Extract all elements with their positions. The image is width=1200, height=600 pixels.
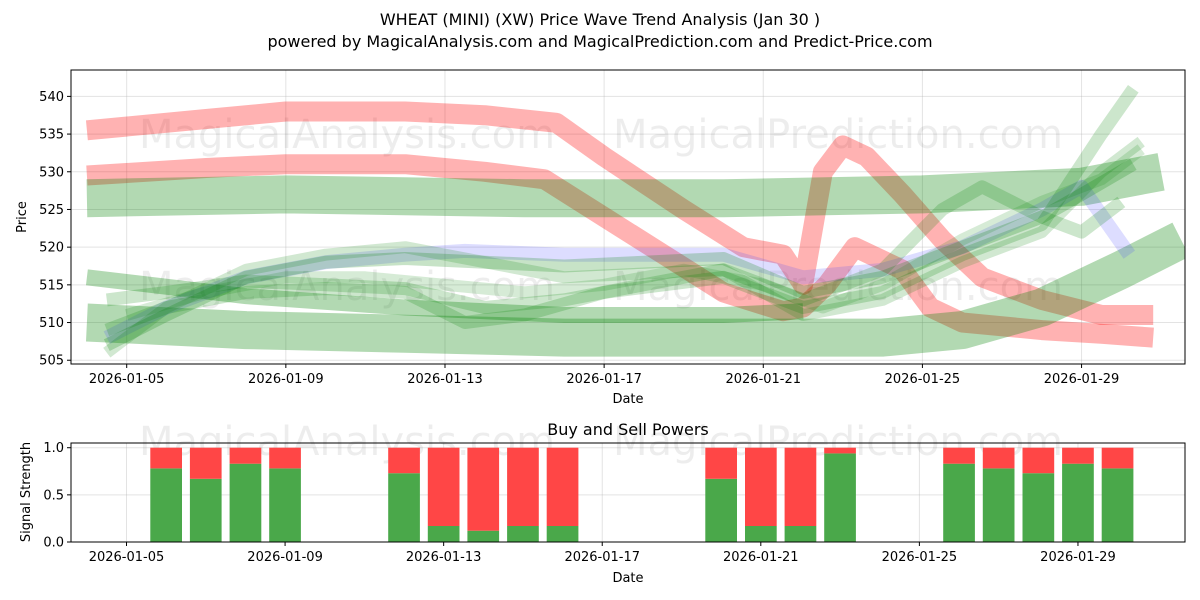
price-x-tick-label: 2026-01-13 — [407, 372, 483, 387]
signal-x-tick-label: 2026-01-29 — [1040, 550, 1116, 565]
buy-power-bar — [467, 530, 500, 542]
buy-power-bar — [546, 526, 579, 542]
buy-power-bar — [943, 463, 975, 542]
price-watermark: MagicalPrediction.com — [613, 112, 1063, 158]
sell-power-bar — [745, 447, 777, 526]
price-x-tick-label: 2026-01-21 — [725, 372, 801, 387]
price-watermark: MagicalPrediction.com — [613, 264, 1063, 310]
signal-x-tick-label: 2026-01-25 — [882, 550, 958, 565]
sell-power-bar — [1022, 447, 1055, 474]
buy-power-bar — [784, 526, 817, 542]
price-y-tick-label: 505 — [39, 354, 64, 369]
price-y-tick-label: 520 — [39, 241, 64, 256]
signal-x-ticks: 2026-01-05 2026-01-09 2026-01-13 2026-01-17… — [89, 542, 1116, 565]
buy-power-bar — [1101, 468, 1134, 542]
price-grid — [71, 70, 1185, 364]
price-series-line — [85, 269, 804, 323]
price-plot-frame — [70, 69, 1186, 365]
buy-power-bar — [507, 526, 539, 542]
buy-power-bar — [1062, 463, 1094, 542]
sell-power-bar — [784, 447, 817, 526]
sell-power-bar — [189, 447, 222, 479]
price-series-line — [105, 180, 1126, 314]
price-y-tick-label: 530 — [39, 165, 64, 180]
buy-power-bar — [427, 526, 460, 542]
price-series-line — [86, 154, 1154, 348]
chart-subtitle: powered by MagicalAnalysis.com and Magic… — [267, 32, 932, 51]
price-y-tick-label: 525 — [39, 203, 64, 218]
price-x-tick-label: 2026-01-05 — [89, 372, 165, 387]
price-panel: MagicalAnalysis.com MagicalPrediction.com… — [15, 69, 1186, 407]
buy-power-bar — [824, 453, 856, 542]
price-x-axis-title: Date — [612, 392, 643, 407]
buy-power-bar — [189, 478, 222, 542]
signal-x-axis-title: Date — [612, 571, 643, 586]
signal-x-tick-label: 2026-01-13 — [406, 550, 482, 565]
signal-x-tick-label: 2026-01-05 — [89, 550, 165, 565]
price-series-line — [103, 158, 1137, 352]
price-x-tick-label: 2026-01-29 — [1044, 372, 1120, 387]
price-y-tick-label: 510 — [39, 316, 64, 331]
sell-power-bar — [269, 447, 301, 469]
signal-y-ticks: 0.0 0.5 1.0 — [43, 441, 71, 551]
signal-x-tick-label: 2026-01-17 — [564, 550, 640, 565]
signal-y-tick-label: 0.5 — [43, 488, 64, 503]
price-series-group — [85, 85, 1185, 358]
price-series-line — [85, 222, 1185, 357]
price-y-axis-title: Price — [15, 201, 30, 233]
signal-panel: Buy and Sell Powers MagicalAnalysis.com M… — [19, 419, 1186, 586]
sell-power-bar — [507, 447, 539, 526]
price-series-line — [86, 153, 1165, 218]
signal-bars — [150, 447, 1134, 542]
price-x-tick-label: 2026-01-25 — [885, 372, 961, 387]
price-x-tick-label: 2026-01-09 — [248, 372, 324, 387]
price-watermark: MagicalAnalysis.com — [139, 264, 555, 310]
sell-power-bar — [467, 447, 500, 531]
price-series-line — [104, 85, 1139, 337]
buy-power-bar — [150, 468, 182, 542]
price-watermarks: MagicalAnalysis.com MagicalPrediction.com… — [139, 112, 1063, 310]
signal-plot-frame — [70, 442, 1186, 543]
chart-title: WHEAT (MINI) (XW) Price Wave Trend Analy… — [380, 10, 820, 29]
signal-chart-title: Buy and Sell Powers — [547, 420, 709, 439]
sell-power-bar — [1101, 447, 1134, 469]
price-y-tick-label: 540 — [39, 90, 64, 105]
signal-y-axis-title: Signal Strength — [19, 442, 34, 542]
price-series-line — [103, 179, 1136, 344]
price-x-tick-label: 2026-01-17 — [566, 372, 642, 387]
sell-power-bar — [388, 447, 420, 474]
price-y-tick-label: 515 — [39, 278, 64, 293]
buy-power-bar — [269, 468, 301, 542]
price-series — [85, 85, 1185, 358]
buy-power-bar — [745, 526, 777, 542]
sell-power-bar — [229, 447, 262, 464]
buy-power-bar — [705, 478, 737, 542]
sell-power-bar — [1062, 447, 1094, 464]
price-y-ticks: 505 510 515 520 525 530 535 540 — [39, 90, 71, 369]
sell-power-bar — [824, 447, 856, 454]
sell-power-bar — [705, 447, 737, 479]
price-x-ticks: 2026-01-05 2026-01-09 2026-01-13 2026-01-17… — [89, 364, 1119, 387]
price-series-line — [85, 101, 1154, 325]
sell-power-bar — [150, 447, 182, 469]
sell-power-bar — [427, 447, 460, 526]
buy-power-bar — [982, 468, 1015, 542]
buy-power-bar — [229, 463, 262, 542]
signal-y-tick-label: 1.0 — [43, 441, 64, 456]
signal-y-tick-label: 0.0 — [43, 536, 64, 551]
price-y-tick-label: 535 — [39, 128, 64, 143]
price-series-line — [103, 136, 1145, 358]
sell-power-bar — [982, 447, 1015, 469]
signal-x-tick-label: 2026-01-09 — [247, 550, 323, 565]
buy-power-bar — [1022, 473, 1055, 542]
sell-power-bar — [546, 447, 579, 526]
price-series-line — [125, 144, 1145, 321]
price-watermark: MagicalAnalysis.com — [139, 112, 555, 158]
sell-power-bar — [943, 447, 975, 464]
signal-x-tick-label: 2026-01-21 — [723, 550, 799, 565]
buy-power-bar — [388, 473, 420, 542]
